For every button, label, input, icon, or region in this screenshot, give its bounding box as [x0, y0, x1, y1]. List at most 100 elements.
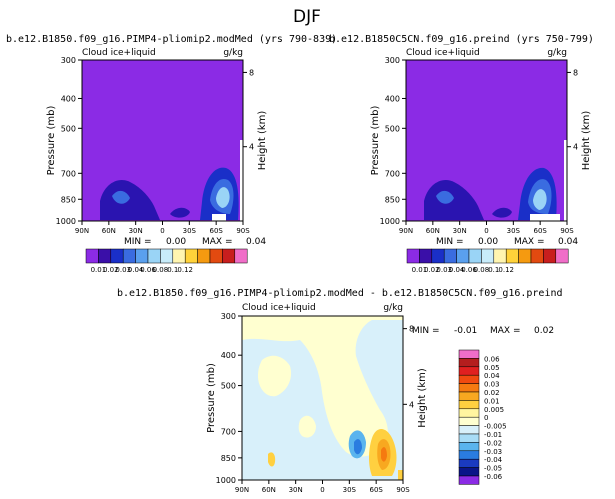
abs-colorbar-2-label: 0.08: [474, 266, 490, 274]
panel-1-xtick-label: 30N: [129, 227, 143, 235]
abs-colorbar-swatch: [184, 248, 198, 264]
panel-3-positive-edge: [398, 470, 403, 480]
diff-colorbar-swatch: [458, 408, 480, 418]
panel-1-xtick-label: 90N: [75, 227, 89, 235]
panel-2-ytick-label: 1000: [380, 217, 400, 226]
panel-2-max-value: 0.04: [558, 237, 578, 247]
panel-2-xtick-label: 30S: [507, 227, 521, 235]
panel-3-xtick-label: 60S: [369, 486, 383, 494]
diff-colorbar-label: 0: [484, 414, 488, 422]
abs-colorbar-swatch: [197, 248, 211, 264]
panel-2-topography-edge: [564, 140, 567, 221]
abs-colorbar-2-swatch: [443, 248, 457, 264]
panel-2-rtick-label: 4: [573, 143, 578, 152]
diff-colorbar-label: 0.02: [484, 389, 500, 397]
diff-colorbar-label: -0.03: [484, 448, 502, 456]
panel-1-ytick-label: 400: [61, 94, 76, 103]
panel-2-ytick-label: 850: [385, 195, 400, 204]
abs-colorbar-swatch: [135, 248, 149, 264]
diff-colorbar-swatch: [458, 416, 480, 426]
panel-3-ytick-label: 400: [221, 351, 236, 360]
panel-3-ytick-label: 700: [221, 427, 236, 436]
panel-2-ytick-label: 400: [385, 94, 400, 103]
panel-3-left-label: Cloud ice+liquid: [242, 303, 316, 313]
panel-3-ytick-label: 300: [221, 312, 236, 321]
panel-1-min-label: MIN =: [124, 237, 152, 247]
panel-1-ytick-label: 1000: [56, 217, 76, 226]
diff-colorbar-label: 0.01: [484, 397, 500, 405]
diff-colorbar-label: -0.01: [484, 431, 502, 439]
diff-colorbar-swatch: [458, 450, 480, 460]
panel-1-max-value: 0.04: [246, 237, 266, 247]
panel-3-xtick-label: 0: [320, 486, 324, 494]
diff-colorbar-swatch: [458, 400, 480, 410]
abs-colorbar-2-swatch: [406, 248, 420, 264]
panel-1-ytick-label: 700: [61, 169, 76, 178]
abs-colorbar-2-swatch: [543, 248, 557, 264]
diff-colorbar-label: -0.05: [484, 465, 502, 473]
panel-3: b.e12.B1850.f09_g16.PIMP4-pliomip2.modMe…: [117, 288, 563, 494]
abs-colorbar-swatch: [147, 248, 161, 264]
abs-colorbar-2-swatch: [493, 248, 507, 264]
panel-1-topography: [212, 214, 226, 221]
panel-1-ytick-label: 300: [61, 56, 76, 65]
abs-colorbar-2-label: 0.01: [412, 266, 428, 274]
diff-colorbar-swatch: [458, 358, 480, 368]
panel-2-blob-sh-core: [533, 189, 547, 210]
panel-1-xtick-label: 0: [160, 227, 164, 235]
panel-2-blob-eq: [492, 207, 512, 218]
abs-colorbar-2-swatch: [468, 248, 482, 264]
abs-colorbar-2-label: 0.02: [424, 266, 440, 274]
diff-colorbar-swatch: [458, 433, 480, 443]
panel-3-right-label: Height (km): [417, 368, 428, 428]
abs-colorbar-swatch: [85, 248, 99, 264]
panel-2-title: b.e12.B1850C5CN.f09_g16.preind (yrs 750-…: [329, 34, 594, 45]
abs-colorbar-2-label: 0.1: [488, 266, 499, 274]
diff-colorbar-swatch: [458, 467, 480, 477]
panel-2-xtick-label: 0: [484, 227, 488, 235]
panel-2-blob-nh-core: [436, 190, 454, 204]
panel-2-ytick-label: 500: [385, 124, 400, 133]
abs-colorbar-2-swatch: [518, 248, 532, 264]
panel-1-blob-eq: [170, 207, 190, 218]
abs-colorbar-2-swatch: [456, 248, 470, 264]
diff-colorbar-swatch: [458, 366, 480, 376]
panel-1-left-label: Cloud ice+liquid: [82, 48, 156, 58]
panel-1-min-value: 0.00: [166, 237, 186, 247]
abs-colorbar-label: 0.02: [103, 266, 119, 274]
diff-colorbar-label: -0.04: [484, 456, 503, 464]
panel-2-xtick-label: 60N: [426, 227, 440, 235]
diff-colorbar-label: 0.03: [484, 381, 500, 389]
panel-2-min-label: MIN =: [436, 237, 464, 247]
panel-2-right-label: Height (km): [581, 111, 592, 171]
panel-2-units: g/kg: [547, 48, 567, 58]
abs-colorbar-swatch: [234, 248, 248, 264]
panel-3-rtick-label: 4: [409, 400, 414, 409]
panel-1-xtick-label: 60S: [209, 227, 223, 235]
panel-2-left-label: Cloud ice+liquid: [406, 48, 480, 58]
diff-colorbar-label: -0.02: [484, 439, 502, 447]
diff-colorbar-label: -0.005: [484, 423, 507, 431]
panel-3-positive-patch-a: [258, 355, 292, 397]
abs-colorbar-swatch: [172, 248, 186, 264]
page-title: DJF: [293, 7, 321, 27]
panel-3-xtick-label: 60N: [262, 486, 276, 494]
abs-colorbar-swatch: [209, 248, 223, 264]
abs-colorbar-2-label: 0.06: [461, 266, 477, 274]
diff-colorbar-swatch: [458, 374, 480, 384]
panel-2-xtick-label: 30N: [453, 227, 467, 235]
panel-2-max-label: MAX =: [514, 237, 545, 247]
panel-1-xtick-label: 90S: [236, 227, 250, 235]
panel-2-rtick-label: 8: [573, 68, 578, 77]
panel-3-ytick-label: 500: [221, 382, 236, 391]
panel-3-ytick-label: 850: [221, 454, 236, 463]
panel-1-rtick-label: 4: [249, 143, 254, 152]
panel-3-title: b.e12.B1850.f09_g16.PIMP4-pliomip2.modMe…: [117, 288, 563, 299]
panel-1-blob-nh-core: [112, 190, 130, 204]
diff-colorbar-swatch: [458, 475, 480, 485]
panel-3-ytick-label: 1000: [216, 476, 236, 485]
abs-colorbar-2-label: 0.03: [436, 266, 452, 274]
abs-colorbar-label: 0.03: [115, 266, 131, 274]
